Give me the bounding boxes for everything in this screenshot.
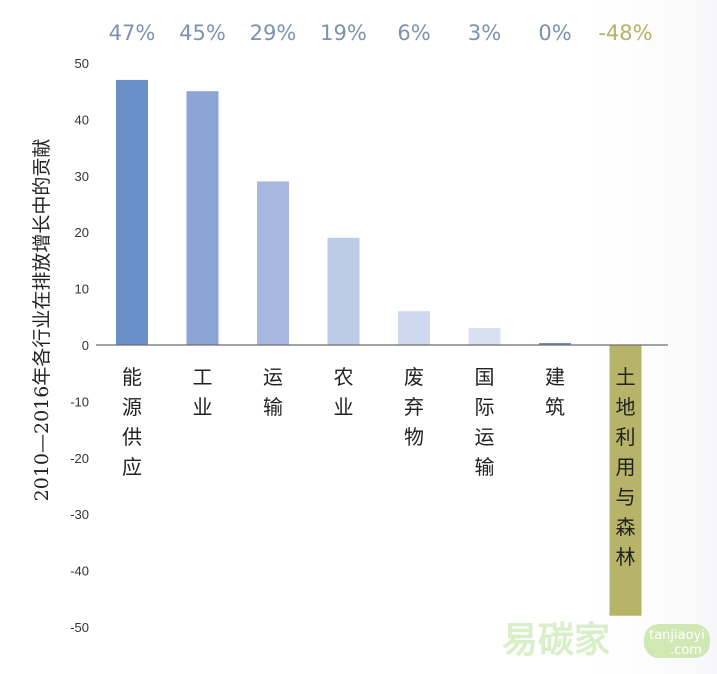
category-label-7: 建筑 [545,365,565,419]
bars [116,79,642,616]
bar-4 [327,237,360,345]
percent-label-7: 0% [538,21,571,45]
percent-labels: 47% 45% 29% 19% 6% 3% 0% -48% [109,21,653,45]
watermark-url-line2: .com [670,643,702,658]
watermark-badge [644,624,710,658]
y-tick-label: -10 [70,394,89,409]
y-tick-label: 30 [75,169,89,184]
category-label-6: 国际运输 [475,365,495,479]
bar-1 [116,79,148,346]
y-tick-label: -50 [70,620,89,635]
bar-7 [539,343,571,345]
y-tick-label: -30 [70,507,89,522]
y-axis-label: 2010—2016年各行业在排放增长中的贡献 [31,139,53,502]
bar-6 [468,328,501,345]
percent-label-8: -48% [598,21,652,45]
category-label-5: 废弃物 [404,365,424,449]
bar-3 [257,181,289,345]
y-tick-labels: 50 40 30 20 10 0 -10 -20 -30 -40 -50 [70,56,89,635]
y-tick-label: -40 [70,564,89,579]
bar-2 [186,91,219,345]
watermark: 易碳家 tanjiaoyi .com [502,620,710,661]
y-tick-label: 20 [75,225,89,240]
category-label-3: 运输 [263,365,283,419]
percent-label-4: 19% [320,21,367,45]
y-tick-label: 50 [75,56,89,71]
category-label-1: 能源供应 [122,365,142,479]
category-label-8: 土地利用与森林 [616,365,636,569]
percent-label-1: 47% [109,21,156,45]
y-tick-label: 10 [75,282,89,297]
y-tick-label: 0 [82,338,89,353]
percent-label-2: 45% [179,21,226,45]
percent-label-5: 6% [397,21,430,45]
watermark-url-line1: tanjiaoyi [649,628,705,643]
bar-8 [609,345,642,616]
watermark-text: 易碳家 [502,620,610,661]
y-tick-label: 40 [75,112,89,127]
bar-5 [398,311,430,345]
y-tick-label: -20 [70,451,89,466]
category-label-4: 农业 [334,365,354,419]
percent-label-3: 29% [250,21,297,45]
category-label-2: 工业 [193,365,213,419]
percent-label-6: 3% [468,21,501,45]
